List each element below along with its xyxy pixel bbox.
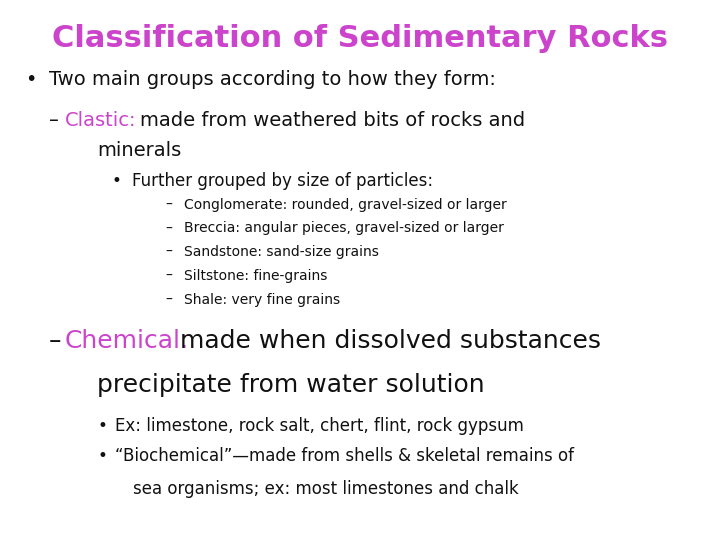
Text: –: – bbox=[166, 221, 173, 235]
Text: precipitate from water solution: precipitate from water solution bbox=[97, 373, 485, 396]
Text: made when dissolved substances: made when dissolved substances bbox=[180, 329, 601, 353]
Text: minerals: minerals bbox=[97, 141, 181, 160]
Text: Further grouped by size of particles:: Further grouped by size of particles: bbox=[132, 172, 433, 190]
Text: –: – bbox=[49, 111, 59, 130]
Text: –: – bbox=[166, 198, 173, 212]
Text: •: • bbox=[112, 172, 122, 190]
Text: Shale: very fine grains: Shale: very fine grains bbox=[184, 293, 340, 307]
Text: Chemical:: Chemical: bbox=[65, 329, 189, 353]
Text: Ex: limestone, rock salt, chert, flint, rock gypsum: Ex: limestone, rock salt, chert, flint, … bbox=[115, 417, 524, 435]
Text: –: – bbox=[49, 329, 61, 353]
Text: Classification of Sedimentary Rocks: Classification of Sedimentary Rocks bbox=[52, 24, 668, 53]
Text: Sandstone: sand-size grains: Sandstone: sand-size grains bbox=[184, 245, 379, 259]
Text: –: – bbox=[166, 293, 173, 307]
Text: •: • bbox=[97, 447, 107, 465]
Text: –: – bbox=[166, 245, 173, 259]
Text: Breccia: angular pieces, gravel-sized or larger: Breccia: angular pieces, gravel-sized or… bbox=[184, 221, 503, 235]
Text: •: • bbox=[25, 70, 37, 89]
Text: “Biochemical”—made from shells & skeletal remains of: “Biochemical”—made from shells & skeleta… bbox=[115, 447, 575, 465]
Text: •: • bbox=[97, 417, 107, 435]
Text: –: – bbox=[166, 269, 173, 283]
Text: Conglomerate: rounded, gravel-sized or larger: Conglomerate: rounded, gravel-sized or l… bbox=[184, 198, 506, 212]
Text: Siltstone: fine-grains: Siltstone: fine-grains bbox=[184, 269, 327, 283]
Text: Clastic:: Clastic: bbox=[65, 111, 136, 130]
Text: sea organisms; ex: most limestones and chalk: sea organisms; ex: most limestones and c… bbox=[133, 480, 519, 497]
Text: Two main groups according to how they form:: Two main groups according to how they fo… bbox=[49, 70, 496, 89]
Text: made from weathered bits of rocks and: made from weathered bits of rocks and bbox=[140, 111, 525, 130]
